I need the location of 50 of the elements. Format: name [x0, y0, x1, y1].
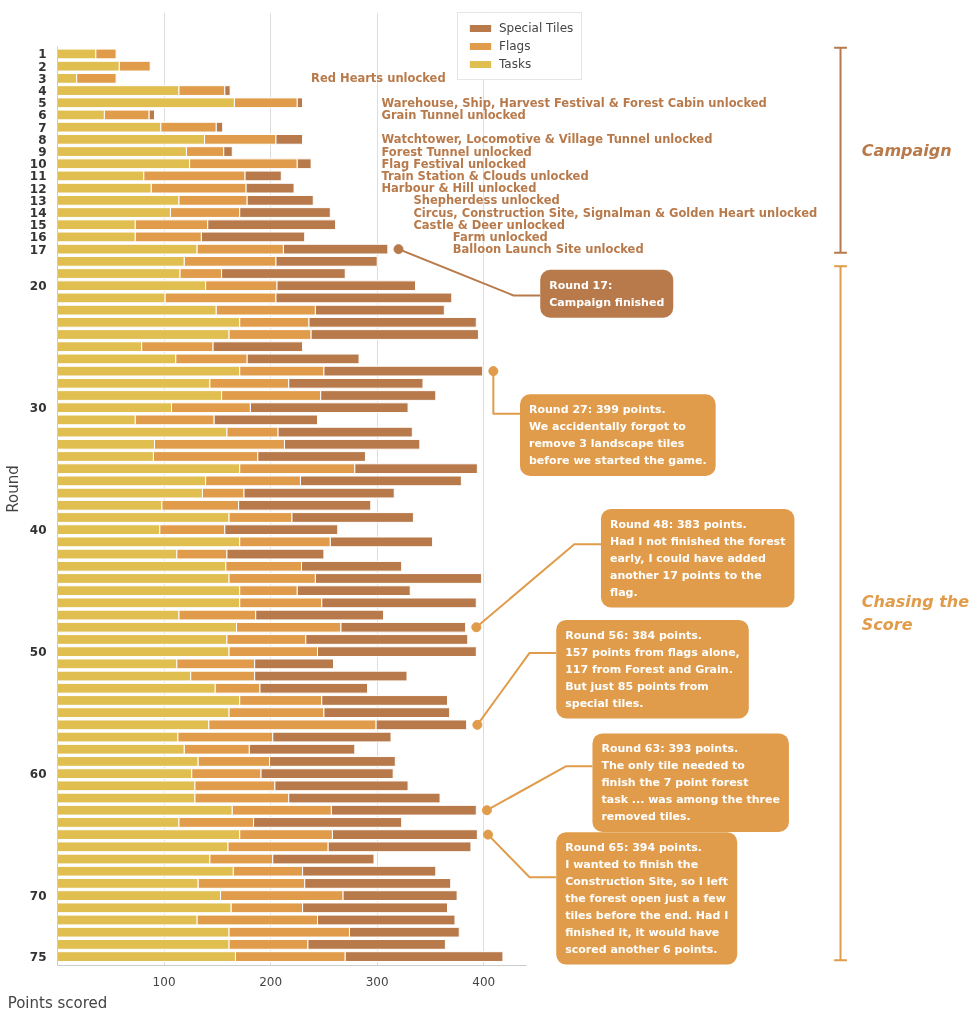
y-tick-label: 8: [38, 132, 47, 147]
y-tick-label: 4: [38, 84, 47, 99]
x-axis-title: Points scored: [7, 993, 108, 1012]
y-axis-title: Round: [3, 465, 22, 513]
legend-label: Tasks: [499, 57, 532, 71]
x-tick-label: 300: [365, 974, 389, 989]
y-tick-label: 70: [29, 889, 47, 904]
y-tick-label: 16: [29, 230, 47, 245]
x-tick-label: 400: [472, 974, 496, 989]
y-tick-label: 30: [29, 401, 47, 416]
y-tick-label: 5: [38, 96, 47, 111]
y-tick-label: 40: [29, 523, 47, 538]
text: Round 56: 384 points. 157 points from flags alone, 117 from Forest and Grain. But just 85 points from special tiles.: [565, 628, 740, 710]
y-tick-label: 10: [29, 157, 47, 172]
annotation: Shepherdess unlocked: [413, 193, 560, 208]
y-tick-label: 60: [29, 767, 47, 782]
annotation: Red Hearts unlocked: [311, 71, 446, 86]
y-tick-label: 12: [29, 181, 47, 196]
y-tick-label: 6: [38, 108, 47, 123]
y-tick-label: 1: [38, 47, 47, 62]
text: Round 65: 394 points. I wanted to finish the Construction Site, so I left the forest open just a few tiles before the end. Had I finished it, it would have scored another 6 points.: [565, 841, 729, 956]
y-tick-label: 75: [29, 950, 47, 965]
y-tick-label: 50: [29, 645, 47, 660]
y-tick-label: 13: [29, 193, 47, 208]
text: Round 63: 393 points. The only tile needed to finish the 7 point forest task ... was among the three removed tiles.: [601, 742, 780, 823]
y-tick-label: 14: [29, 206, 47, 221]
y-tick-label: 3: [38, 71, 47, 86]
annotation: Circus, Construction Site, Signalman & Golden Heart unlocked: [413, 205, 818, 220]
y-tick-label: 9: [38, 145, 47, 160]
annotation: Farm unlocked: [452, 229, 548, 244]
y-tick-label: 2: [38, 59, 47, 74]
x-tick-label: 200: [259, 974, 283, 989]
legend-label: Special Tiles: [499, 21, 574, 35]
y-tick-label: 7: [38, 120, 47, 135]
annotation: Forest Tunnel unlocked: [381, 144, 532, 159]
annotation: Flag Festival unlocked: [381, 156, 527, 171]
x-tick-label: 100: [152, 974, 176, 989]
y-tick-label: 15: [29, 218, 47, 233]
y-tick-label: 17: [29, 242, 47, 257]
text: Campaign: [861, 140, 952, 160]
text: Round 17: Campaign finished: [549, 278, 665, 309]
annotation: Balloon Launch Site unlocked: [452, 242, 644, 257]
y-tick-label: 11: [29, 169, 47, 184]
annotation: Watchtower, Locomotive & Village Tunnel unlocked: [381, 132, 713, 147]
text: Round 48: 383 points. Had I not finished the forest early, I could have added another 17 points to the flag.: [609, 517, 786, 599]
text: Chasing the Score: [861, 592, 970, 635]
annotation: Warehouse, Ship, Harvest Festival & Forest Cabin unlocked: [381, 95, 767, 110]
legend-label: Flags: [499, 39, 531, 53]
text: Round 27: 399 points. We accidentally forgot to remove 3 landscape tiles before we started the game.: [528, 403, 707, 467]
y-tick-label: 20: [29, 279, 47, 294]
